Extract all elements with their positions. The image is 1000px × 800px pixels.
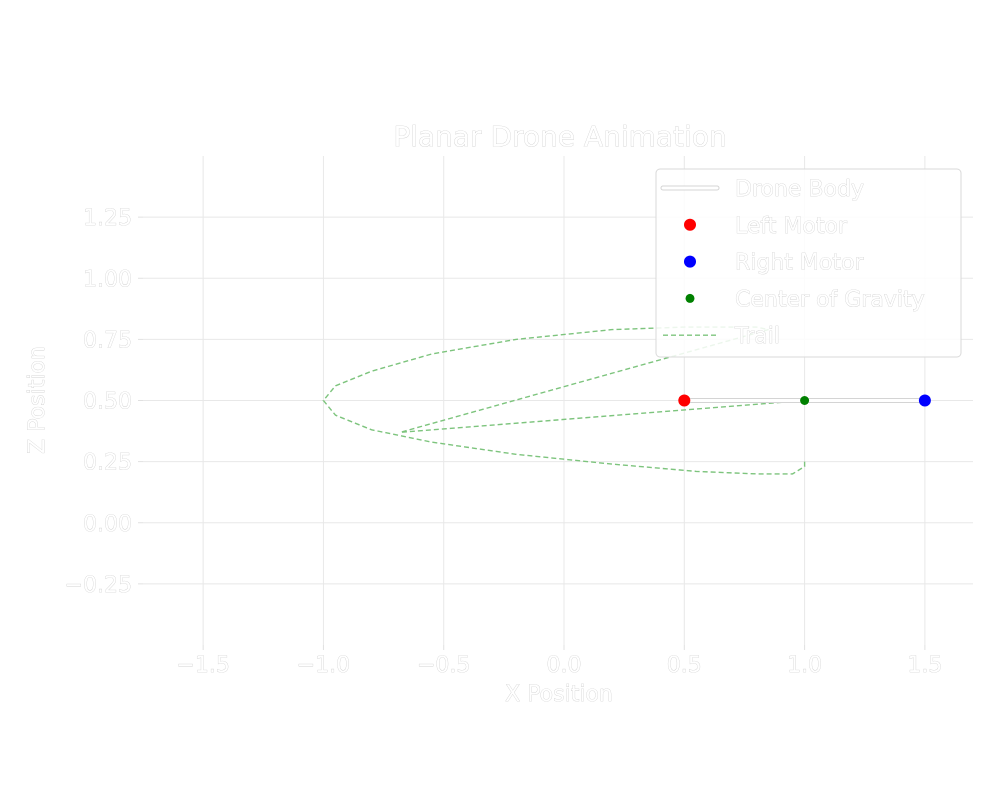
legend-trail: Trail [663, 324, 780, 350]
y-tick-label: 1.25 [83, 206, 132, 231]
x-tick-label: −1.0 [297, 653, 350, 678]
legend-frame [655, 168, 962, 358]
y-tick-label: 0.00 [83, 512, 132, 537]
legend-label: Left Motor [735, 214, 848, 239]
x-tick-label: 0.0 [547, 653, 582, 678]
legend-label: Center of Gravity [735, 287, 925, 312]
x-tick-label: −0.5 [417, 653, 470, 678]
legend-swatch [685, 293, 695, 303]
right-motor-marker [918, 394, 931, 407]
legend-left-motor: Left Motor [684, 214, 848, 239]
y-tick-label: 0.75 [83, 328, 132, 353]
legend: Drone Body Left Motor Right Motor Center of… [655, 168, 962, 358]
left-motor-marker [678, 394, 691, 407]
chart-title: Planar Drone Animation [393, 120, 726, 153]
legend-swatch [684, 218, 696, 231]
legend-right-motor: Right Motor [684, 250, 865, 276]
legend-center-of-gravity: Center of Gravity [685, 287, 925, 313]
x-tick-label: 0.5 [667, 653, 702, 678]
y-tick-label: 0.25 [83, 451, 132, 476]
legend-label: Right Motor [735, 251, 864, 276]
y-tick-label: 1.00 [83, 267, 132, 292]
x-tick-label: −1.5 [176, 653, 229, 678]
x-axis-ticks: −1.5 −1.0 −0.5 0.0 0.5 1.0 1.5 [176, 645, 943, 678]
x-tick-label: 1.0 [787, 653, 822, 678]
legend-label: Trail [734, 324, 780, 349]
legend-label: Drone Body [735, 177, 864, 202]
center-of-gravity-marker [800, 396, 810, 405]
x-tick-label: 1.5 [907, 653, 942, 678]
legend-swatch [684, 255, 696, 268]
y-axis-ticks: −0.25 0.00 0.25 0.50 0.75 1.00 1.25 [64, 206, 143, 598]
y-tick-label: −0.25 [65, 573, 132, 598]
y-axis-title: Z Position [25, 346, 50, 454]
x-axis-title: X Position [505, 682, 613, 707]
legend-drone-body: Drone Body [660, 177, 864, 202]
y-tick-label: 0.50 [83, 390, 132, 415]
